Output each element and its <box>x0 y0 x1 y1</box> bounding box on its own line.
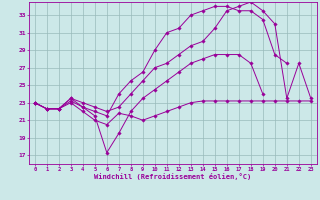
X-axis label: Windchill (Refroidissement éolien,°C): Windchill (Refroidissement éolien,°C) <box>94 173 252 180</box>
